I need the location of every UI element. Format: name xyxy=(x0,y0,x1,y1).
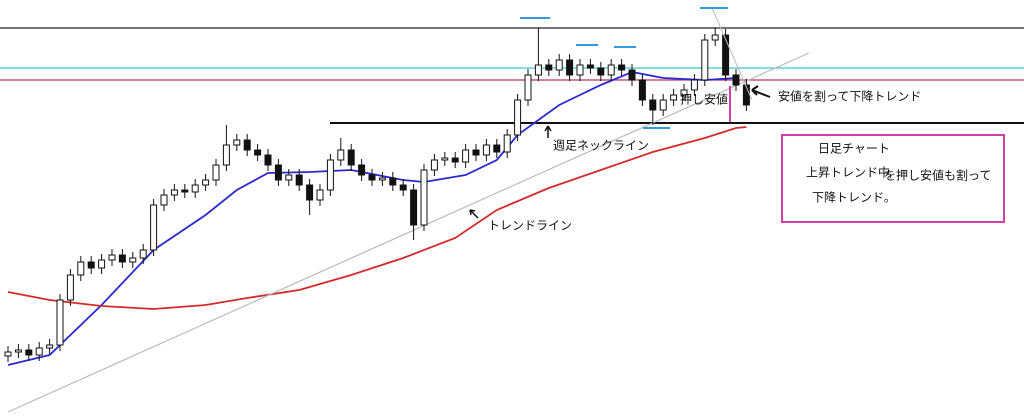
candle-body xyxy=(399,184,407,191)
candle-body xyxy=(129,257,137,263)
candle-body xyxy=(597,67,605,76)
candle-body xyxy=(98,259,106,269)
candle-body xyxy=(243,139,251,151)
candle-body xyxy=(66,274,74,301)
candle-body xyxy=(524,74,532,101)
candle-body xyxy=(222,144,230,166)
candle-body xyxy=(337,149,345,161)
candle-body xyxy=(472,149,480,156)
candle-body xyxy=(202,179,210,186)
decorations xyxy=(469,7,771,219)
indicator-line xyxy=(7,52,810,413)
annotation: 下降トレンド。 xyxy=(812,191,896,205)
candle-body xyxy=(170,189,178,196)
candle-body xyxy=(56,299,64,346)
candle-body xyxy=(150,204,158,251)
annotation: 押し安値 xyxy=(680,92,728,107)
annotation: を押し安値も割って xyxy=(884,168,991,183)
candle-body xyxy=(659,99,667,111)
candle-body xyxy=(722,34,730,76)
candle-body xyxy=(410,189,418,226)
candle-body xyxy=(690,79,698,91)
candle-body xyxy=(181,189,189,193)
candle-body xyxy=(326,159,334,191)
candle-body xyxy=(670,94,678,101)
arrow xyxy=(544,125,552,138)
candle-body xyxy=(514,99,522,136)
candle-body xyxy=(347,149,355,166)
candle-body xyxy=(638,79,646,101)
annotation: 安値を割って下降トレンド xyxy=(778,89,921,104)
candle-body xyxy=(14,349,22,353)
candle-body xyxy=(25,349,33,356)
candle-body xyxy=(576,64,584,76)
candle-body xyxy=(482,144,490,156)
candle-body xyxy=(212,164,220,181)
candle-body xyxy=(306,184,314,201)
candle-body xyxy=(87,261,95,269)
candle-body xyxy=(586,64,594,69)
candle-body xyxy=(264,154,272,166)
candle-body xyxy=(160,194,168,206)
candle-body xyxy=(139,249,147,259)
candle-body xyxy=(254,149,262,156)
candle-body xyxy=(441,157,449,161)
candle-body xyxy=(191,184,199,193)
candle-body xyxy=(680,89,688,96)
candle-body xyxy=(555,59,563,71)
candle-body xyxy=(358,164,366,176)
candle-body xyxy=(618,64,626,71)
candle-body xyxy=(35,347,43,356)
candle-body xyxy=(420,169,428,226)
candle-body xyxy=(649,99,657,111)
candle-body xyxy=(233,139,241,146)
indicator-line xyxy=(7,126,747,310)
annotation: 上昇トレンド中 xyxy=(806,165,890,180)
candle-body xyxy=(316,189,324,201)
arrow xyxy=(751,85,771,98)
candle-body xyxy=(430,159,438,171)
candle-body xyxy=(566,59,574,76)
candle-body xyxy=(711,34,719,41)
candle-body xyxy=(46,344,54,349)
candle-body xyxy=(368,174,376,181)
indicator-line xyxy=(7,71,737,366)
candle-body xyxy=(628,69,636,81)
candle-body xyxy=(295,174,303,186)
candle-body xyxy=(378,177,386,181)
candle-body xyxy=(607,64,615,76)
candle-body xyxy=(732,74,740,86)
candle-body xyxy=(274,164,282,181)
candle-body xyxy=(545,64,553,71)
candle-body xyxy=(451,157,459,163)
candle-body xyxy=(493,144,501,153)
candle-body xyxy=(534,64,542,76)
candle-body xyxy=(108,254,116,261)
annotation: トレンドライン xyxy=(488,219,572,233)
candle-body xyxy=(389,177,397,186)
note-box xyxy=(781,134,1005,223)
candle-body xyxy=(701,39,709,81)
annotation: 週足ネックライン xyxy=(553,139,649,153)
arrow xyxy=(469,209,479,219)
annotation: 日足チャート xyxy=(818,142,890,156)
candle-body xyxy=(77,261,85,276)
aux-line xyxy=(711,7,753,101)
candle-body xyxy=(285,174,293,181)
candle-body xyxy=(462,149,470,163)
candle-body xyxy=(4,351,12,357)
candle-body xyxy=(503,134,511,153)
candle-body xyxy=(118,254,126,263)
